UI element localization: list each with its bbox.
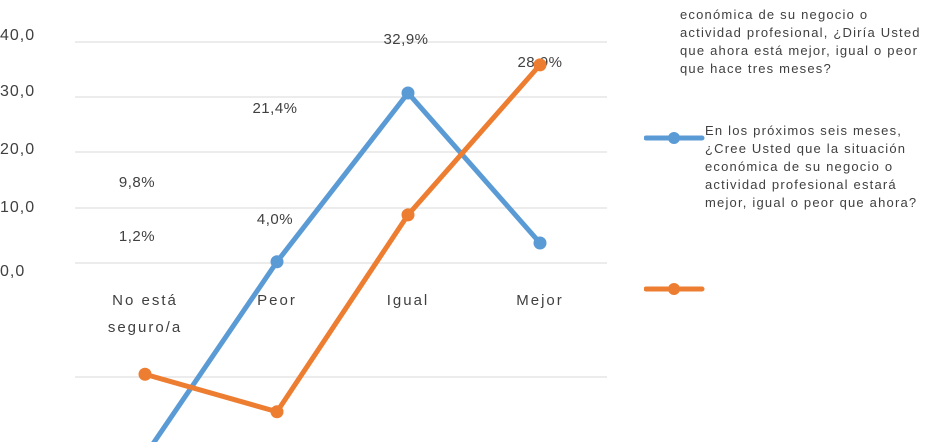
legend-text-1: económica de su negocio o actividad prof…	[680, 7, 921, 76]
y-tick-label: 40,0	[0, 27, 35, 44]
series-1-line	[151, 90, 543, 442]
series-1-point	[401, 86, 415, 100]
x-tick-label: seguro/a	[108, 319, 182, 336]
series-2-line	[142, 62, 543, 415]
x-tick-label: Mejor	[516, 292, 564, 309]
series-2-point	[533, 58, 547, 72]
data-label: 9,8%	[119, 174, 155, 191]
x-tick-label: Igual	[387, 292, 430, 309]
series-1-point	[533, 236, 547, 250]
series-2-point	[270, 405, 284, 419]
y-tick-label: 20,0	[0, 141, 35, 158]
series-2-point	[401, 208, 415, 222]
y-tick-label: 0,0	[0, 263, 25, 280]
y-tick-label: 10,0	[0, 199, 35, 216]
data-label: 32,9%	[383, 31, 428, 48]
legend-swatch-2	[644, 283, 705, 295]
legend-swatch-1	[644, 132, 705, 144]
legend-text-2: En los próximos seis meses, ¿Cree Usted …	[705, 123, 918, 210]
data-label: 1,2%	[119, 228, 155, 245]
x-tick-label: No está	[112, 292, 178, 309]
y-tick-label: 30,0	[0, 83, 35, 100]
x-tick-label: Peor	[257, 292, 297, 309]
legend-swatch-1-marker	[668, 132, 680, 144]
series-2-point	[138, 367, 152, 381]
data-label: 21,4%	[252, 100, 297, 117]
data-label: 4,0%	[257, 211, 293, 228]
series-1-point	[270, 255, 284, 269]
legend-swatch-2-marker	[668, 283, 680, 295]
